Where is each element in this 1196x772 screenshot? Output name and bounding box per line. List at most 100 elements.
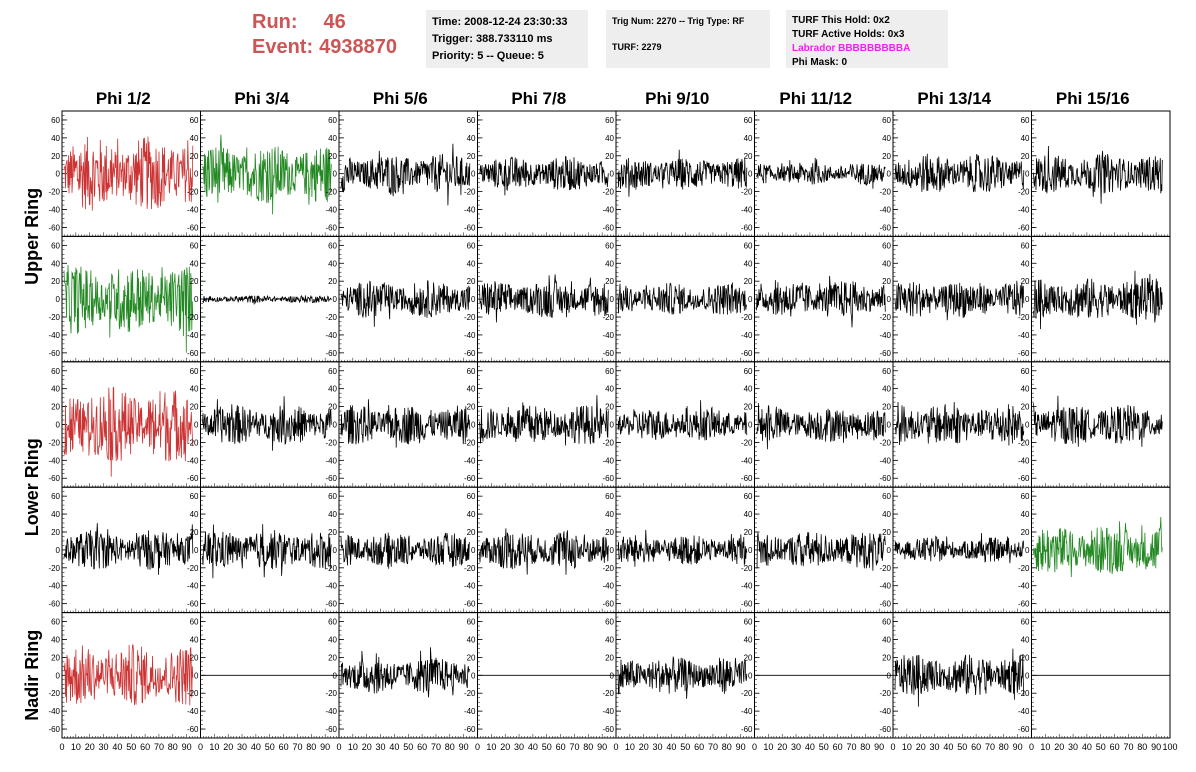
y-tick-label: -20	[879, 438, 891, 447]
column-header: Phi 5/6	[373, 89, 428, 108]
waveform-panel: -60 -40 -20 0 20 40 60	[464, 361, 617, 488]
y-tick-label: 0	[56, 170, 61, 179]
y-tick-label: 0	[56, 546, 61, 555]
x-tick-label: 80	[860, 742, 870, 752]
y-tick-label: -40	[187, 206, 199, 215]
y-tick-label: -40	[602, 331, 614, 340]
y-tick-label: 0	[333, 671, 338, 680]
y-tick-label: -40	[48, 707, 60, 716]
y-tick-label: -60	[187, 223, 199, 232]
x-tick-label: 10	[71, 742, 81, 752]
y-tick-label: 0	[194, 295, 199, 304]
y-tick-label: -60	[325, 223, 337, 232]
y-tick-label: 60	[467, 241, 476, 250]
y-tick-label: 0	[471, 421, 476, 430]
y-tick-label: -20	[48, 188, 60, 197]
waveform-trace	[617, 149, 748, 197]
waveform-panel: -60 -40 -20 0 20 40 60	[48, 612, 201, 739]
y-tick-label: 60	[190, 241, 199, 250]
y-tick-label: -40	[325, 331, 337, 340]
waveform-trace	[1033, 270, 1163, 330]
y-tick-label: 60	[51, 241, 60, 250]
x-tick-label: 20	[85, 742, 95, 752]
x-tick-label: 0	[890, 742, 895, 752]
y-tick-label: 0	[333, 295, 338, 304]
x-tick-label: 30	[930, 742, 940, 752]
y-tick-label: 60	[467, 116, 476, 125]
y-tick-label: -40	[325, 206, 337, 215]
x-tick-label: 60	[417, 742, 427, 752]
y-tick-label: -40	[1018, 206, 1030, 215]
y-tick-label: -60	[325, 474, 337, 483]
waveform-trace	[1033, 516, 1163, 578]
y-tick-label: -20	[741, 689, 753, 698]
y-tick-label: 60	[882, 618, 891, 627]
waveform-panel: -60 -40 -20 0 20 40 60	[741, 110, 894, 237]
y-tick-label: 20	[467, 403, 476, 412]
y-tick-label: 40	[744, 635, 753, 644]
y-tick-label: 20	[882, 403, 891, 412]
y-tick-label: 60	[1021, 618, 1030, 627]
column-header: Phi 7/8	[511, 89, 566, 108]
waveform-panel: -60 -40 -20 0 20 40 60	[602, 486, 755, 614]
y-tick-label: -20	[1018, 313, 1030, 322]
y-tick-label: 60	[744, 367, 753, 376]
waveform-panel: -60 -40 -20 0 20 40 60	[1018, 612, 1171, 739]
y-tick-label: 0	[748, 671, 753, 680]
y-tick-label: 60	[328, 241, 337, 250]
waveform-panel: -60 -40 -20 0 20 40 60	[741, 486, 894, 614]
column-header: Phi 15/16	[1056, 89, 1130, 108]
y-tick-label: 40	[467, 259, 476, 268]
x-tick-label: 40	[1082, 742, 1092, 752]
y-tick-label: 40	[882, 635, 891, 644]
y-tick-label: -60	[1018, 223, 1030, 232]
waveform-panel: -60 -40 -20 0 20 40 60	[325, 235, 478, 363]
y-tick-label: -20	[602, 689, 614, 698]
y-tick-label: 0	[471, 295, 476, 304]
y-tick-label: -60	[1018, 725, 1030, 734]
y-tick-label: -40	[325, 582, 337, 591]
x-tick-label: 90	[597, 742, 607, 752]
y-tick-label: -20	[602, 438, 614, 447]
x-tick-label: 40	[666, 742, 676, 752]
y-tick-label: -60	[464, 725, 476, 734]
y-tick-label: 40	[882, 510, 891, 519]
y-tick-label: -60	[602, 474, 614, 483]
y-tick-label: 60	[1021, 116, 1030, 125]
y-tick-label: 40	[1021, 259, 1030, 268]
x-tick-label: 50	[403, 742, 413, 752]
y-tick-label: -60	[187, 474, 199, 483]
column-header: Phi 11/12	[779, 89, 852, 108]
x-tick-label: 0	[59, 742, 64, 752]
y-tick-label: -40	[1018, 582, 1030, 591]
time-text: Time: 2008-12-24 23:30:33	[432, 16, 568, 28]
row-label: Upper Ring	[22, 188, 42, 285]
y-tick-label: -40	[48, 206, 60, 215]
x-tick-label: 90	[1013, 742, 1023, 752]
waveform-trace	[479, 155, 609, 196]
y-tick-label: 60	[328, 618, 337, 627]
y-tick-label: 60	[467, 492, 476, 501]
waveform-panel: -60 -40 -20 0 20 40 60	[48, 110, 201, 237]
waveform-panel: -60 -40 -20 0 20 40 60	[464, 110, 617, 237]
y-tick-label: 40	[744, 259, 753, 268]
y-tick-label: 20	[328, 277, 337, 286]
y-tick-label: 40	[328, 259, 337, 268]
y-tick-label: -60	[325, 349, 337, 358]
y-tick-label: -60	[602, 600, 614, 609]
y-tick-label: -40	[741, 331, 753, 340]
waveform-panel: -60 -40 -20 0 20 40 60	[464, 612, 617, 739]
waveform-panel: -60 -40 -20 0 20 40 60	[187, 235, 340, 363]
y-tick-label: -60	[741, 223, 753, 232]
y-tick-label: 20	[328, 152, 337, 161]
waveform-panel: -60 -40 -20 0 20 40 60	[325, 486, 478, 614]
y-tick-label: 0	[194, 421, 199, 430]
y-tick-label: 0	[194, 170, 199, 179]
waveform-panel: -60 -40 -20 0 20 40 60	[325, 361, 478, 488]
event-value: 4938870	[319, 36, 397, 58]
y-tick-label: 20	[744, 653, 753, 662]
y-tick-label: 20	[51, 528, 60, 537]
y-tick-label: 40	[328, 134, 337, 143]
y-tick-label: 60	[882, 116, 891, 125]
x-tick-label: 0	[475, 742, 480, 752]
